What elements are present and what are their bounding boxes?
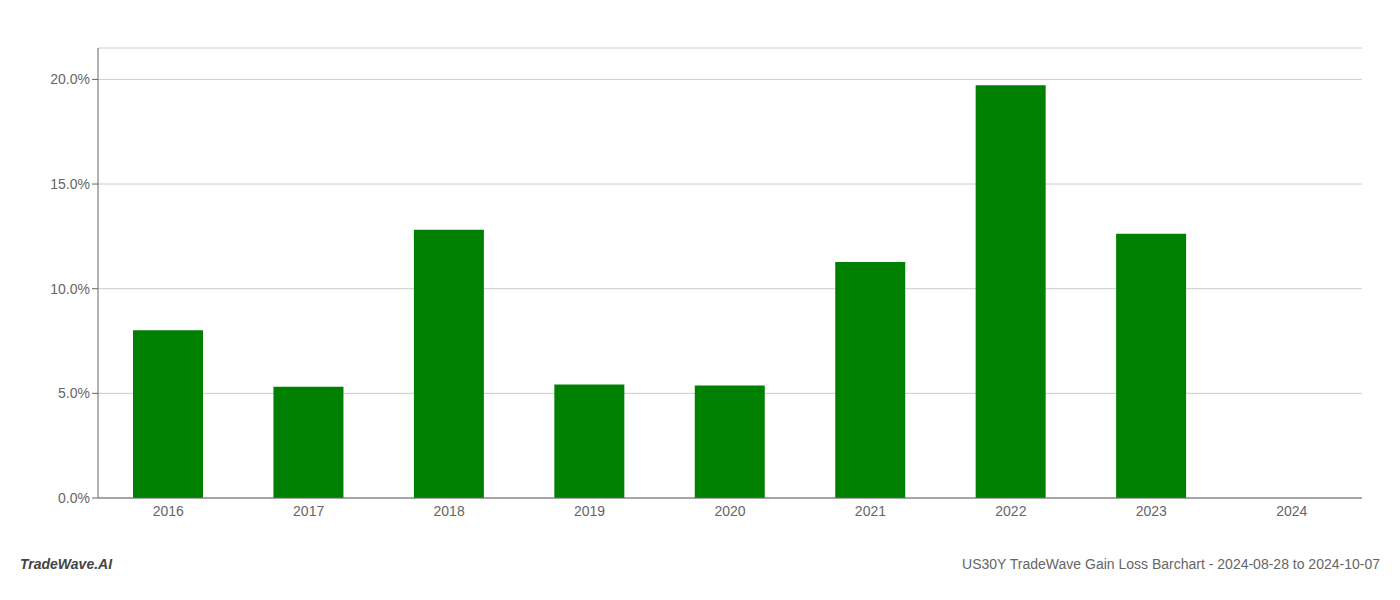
svg-text:2019: 2019 bbox=[574, 503, 605, 519]
html-text:US30Y TradeWave Gain Loss Barc: US30Y TradeWave Gain Loss Barchart - 202… bbox=[962, 556, 1380, 572]
svg-text:2024: 2024 bbox=[1276, 503, 1307, 519]
svg-text:10.0%: 10.0% bbox=[50, 281, 90, 297]
svg-text:2017: 2017 bbox=[293, 503, 324, 519]
svg-text:2022: 2022 bbox=[995, 503, 1026, 519]
svg-text:2016: 2016 bbox=[153, 503, 184, 519]
svg-text:15.0%: 15.0% bbox=[50, 176, 90, 192]
svg-text:2018: 2018 bbox=[434, 503, 465, 519]
svg-text:0.0%: 0.0% bbox=[58, 490, 90, 506]
svg-text:2023: 2023 bbox=[1136, 503, 1167, 519]
svg-text:2020: 2020 bbox=[714, 503, 745, 519]
svg-text:2021: 2021 bbox=[855, 503, 886, 519]
svg-text:20.0%: 20.0% bbox=[50, 71, 90, 87]
svg-text:5.0%: 5.0% bbox=[58, 385, 90, 401]
html-text:TradeWave.AI: TradeWave.AI bbox=[20, 556, 113, 572]
